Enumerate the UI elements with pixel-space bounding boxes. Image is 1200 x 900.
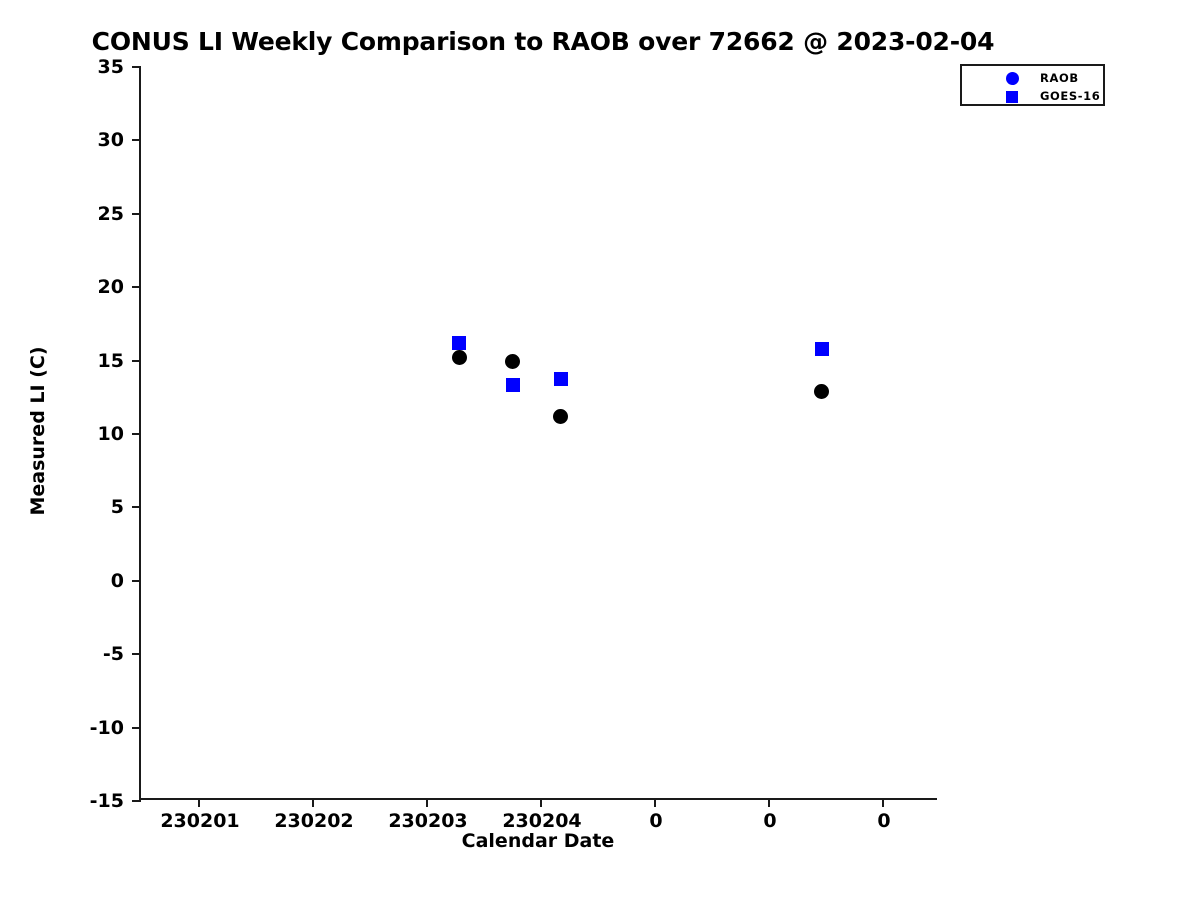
data-point-goes-16	[814, 341, 829, 356]
y-axis-tick: -15	[90, 791, 141, 811]
y-axis-tick-label: 0	[110, 569, 124, 592]
y-axis-tick: -10	[90, 718, 141, 738]
y-axis-tick-label: 35	[97, 56, 124, 78]
x-axis-tick-label: 0	[877, 810, 891, 832]
x-axis-tick: 0	[763, 798, 777, 832]
legend-marker-circle-icon	[1006, 72, 1019, 85]
y-axis-tick-label: -5	[102, 643, 124, 666]
data-point-raob	[451, 349, 467, 365]
legend-label: RAOB	[1040, 71, 1079, 85]
y-axis-tick: 0	[111, 571, 141, 591]
plot-area: -15 -10 -5 0 5 10 15 20 25 30 35 230201 230202 23020…	[90, 57, 937, 832]
x-axis-tick-label: 230201	[160, 810, 240, 832]
data-point-goes-16	[452, 336, 467, 351]
y-axis-tick-label: 20	[97, 276, 124, 299]
y-axis-tick: 20	[98, 277, 141, 297]
x-axis-tick: 230202	[274, 798, 354, 832]
y-axis-tick-label: -15	[89, 790, 124, 812]
data-point-raob	[553, 409, 569, 425]
y-axis-tick: 25	[98, 204, 141, 224]
y-axis-tick: 15	[98, 351, 141, 371]
y-axis-tick-label: 25	[97, 202, 124, 225]
x-axis-title: Calendar Date	[461, 830, 615, 852]
x-axis-tick: 230201	[160, 798, 240, 832]
legend-marker-square-icon	[1006, 91, 1018, 103]
y-axis-tick: 5	[111, 497, 141, 517]
data-point-goes-16	[553, 372, 568, 387]
legend-label: GOES-16	[1040, 89, 1101, 103]
y-axis-tick: 35	[98, 57, 141, 77]
y-axis-tick: -5	[103, 644, 141, 664]
data-point-raob	[814, 384, 830, 400]
x-axis-tick-label: 230204	[502, 810, 582, 832]
y-axis-tick: 30	[98, 130, 141, 150]
x-axis-tick-label: 0	[763, 810, 777, 832]
chart-title: CONUS LI Weekly Comparison to RAOB over …	[91, 27, 995, 56]
data-point-raob	[505, 353, 521, 369]
x-axis-tick: 230203	[388, 798, 468, 832]
y-axis-tick-label: 30	[97, 129, 124, 152]
y-axis-tick-label: 15	[97, 349, 124, 372]
legend-entry-goes-16[interactable]: GOES-16	[962, 88, 1103, 107]
x-axis-tick: 230204	[502, 798, 582, 832]
y-axis-tick-label: 10	[97, 423, 124, 445]
y-axis-tick-label: -10	[89, 716, 124, 739]
x-axis-tick-label: 0	[649, 810, 663, 832]
x-axis-tick-label: 230202	[274, 810, 354, 832]
legend-entry-raob[interactable]: RAOB	[962, 70, 1103, 89]
x-axis-tick: 0	[649, 798, 663, 832]
y-axis-tick-label: 5	[110, 496, 124, 519]
data-point-goes-16	[505, 377, 520, 392]
chart-legend: RAOB GOES-16	[960, 64, 1105, 106]
y-axis-title: Measured LI (C)	[27, 346, 49, 516]
x-axis-tick-label: 230203	[388, 810, 468, 832]
x-axis-tick: 0	[877, 798, 891, 832]
y-axis-tick: 10	[98, 424, 141, 444]
